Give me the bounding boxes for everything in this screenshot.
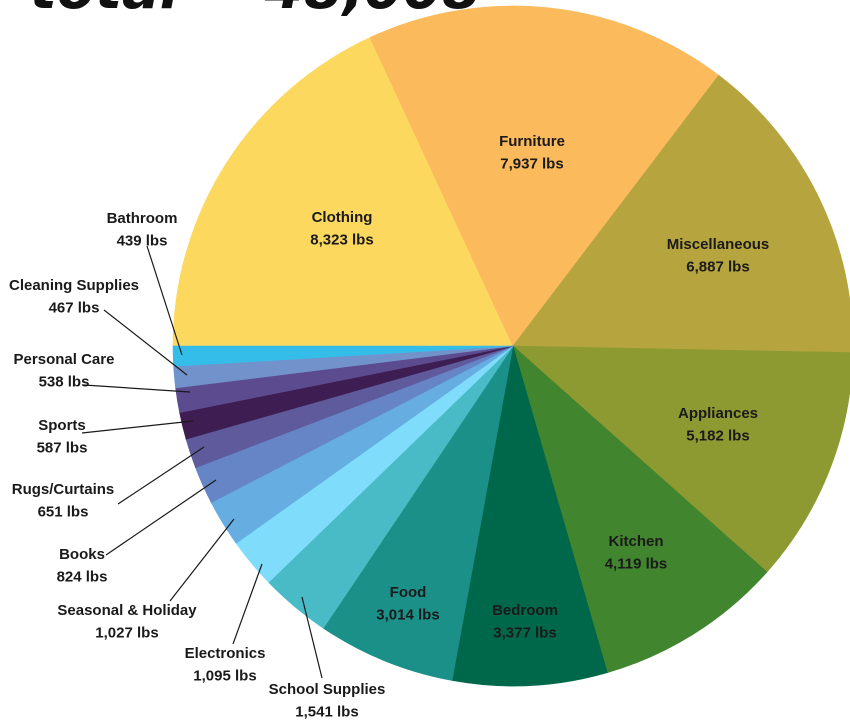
slice-label-electronics: Electronics 1,095 lbs: [185, 645, 266, 685]
pie-slice-kitchen: [512, 345, 768, 674]
leader-line-personal-care: [83, 384, 191, 393]
slice-label-kitchen: Kitchen 4,119 lbs: [605, 533, 668, 573]
slice-label-seasonal-and-holiday: Seasonal & Holiday 1,027 lbs: [57, 602, 197, 642]
leader-line-books: [105, 479, 217, 556]
slice-label-food: Food 3,014 lbs: [376, 584, 439, 624]
slice-label-rugs-curtains: Rugs/Curtains 651 lbs: [12, 481, 115, 521]
chart-title: total = 48,008: [30, 0, 481, 18]
pie-slice-clothing: [172, 37, 514, 347]
slice-label-miscellaneous: Miscellaneous 6,887 lbs: [667, 236, 770, 276]
pie-slice-miscellaneous: [512, 74, 850, 353]
leader-line-rugs-curtains: [117, 446, 205, 505]
pie-slice-bedroom: [451, 345, 608, 687]
slice-label-bedroom: Bedroom 3,377 lbs: [492, 602, 558, 642]
slice-label-personal-care: Personal Care 538 lbs: [14, 351, 115, 391]
pie-slice-appliances: [512, 345, 850, 573]
slice-label-books: Books 824 lbs: [57, 546, 108, 586]
leader-line-sports: [81, 420, 194, 434]
slice-label-school-supplies: School Supplies 1,541 lbs: [269, 681, 386, 721]
leader-line-bathroom: [146, 245, 183, 356]
slice-label-sports: Sports 587 lbs: [37, 417, 88, 457]
pie-slice-food: [322, 345, 514, 681]
slice-label-furniture: Furniture 7,937 lbs: [499, 133, 565, 173]
slice-label-appliances: Appliances 5,182 lbs: [678, 405, 758, 445]
slice-label-bathroom: Bathroom 439 lbs: [107, 210, 178, 250]
leader-line-cleaning-supplies: [103, 309, 188, 376]
slice-label-cleaning-supplies: Cleaning Supplies 467 lbs: [9, 277, 139, 317]
pie-slice-bathroom: [172, 345, 514, 367]
leader-line-electronics: [232, 563, 263, 645]
slice-label-clothing: Clothing 8,323 lbs: [310, 209, 373, 249]
leader-line-school-supplies: [301, 596, 323, 679]
pie-slice-furniture: [369, 5, 720, 347]
leader-line-seasonal-and-holiday: [169, 518, 235, 602]
